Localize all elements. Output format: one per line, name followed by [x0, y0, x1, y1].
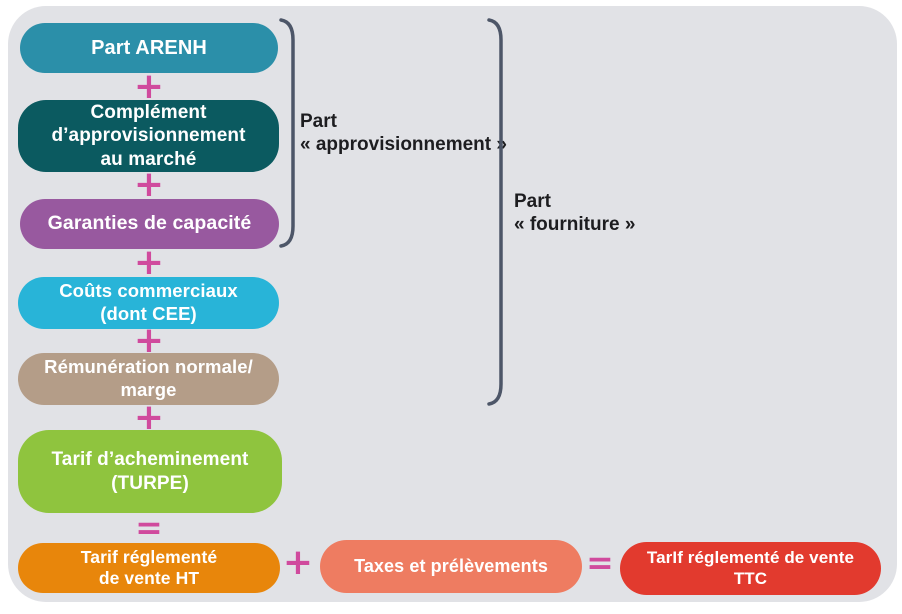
plus-operator: + — [133, 242, 165, 283]
box-label: Garanties de capacité — [47, 212, 252, 235]
box-label: Tarif réglementé — [80, 546, 218, 567]
box-label: Tarif d’acheminement — [51, 449, 249, 471]
box-label: TarIf réglementé de vente — [646, 547, 855, 567]
bracket-curve — [487, 18, 503, 406]
equals-operator: = — [586, 543, 614, 582]
box-tarif-acheminement: Tarif d’acheminement (TURPE) — [18, 430, 282, 513]
box-label: d’approvisionnement — [51, 125, 246, 147]
bracket-label-fourniture: Part « fourniture » — [514, 190, 635, 236]
box-label: Complément — [90, 102, 207, 124]
bracket-label-line: Part — [300, 111, 337, 132]
bracket-approvisionnement — [279, 18, 295, 248]
bracket-label-approvisionnement: Part « approvisionnement » — [300, 110, 507, 156]
box-label: (dont CEE) — [100, 303, 197, 324]
box-label: de vente HT — [98, 568, 200, 588]
bracket-fourniture — [487, 18, 503, 406]
box-tarif-reglemente-ttc: TarIf réglementé de vente TTC — [620, 542, 881, 595]
box-label: marge — [120, 379, 177, 400]
box-remuneration-marge: Rémunération normale/ marge — [18, 353, 279, 405]
bracket-label-line: « approvisionnement » — [300, 134, 507, 155]
box-label: au marché — [100, 148, 197, 170]
box-label: TTC — [733, 568, 768, 588]
box-taxes-prelevements: Taxes et prélèvements — [320, 540, 582, 593]
box-label: (TURPE) — [111, 472, 189, 494]
box-label: Part ARENH — [91, 36, 207, 59]
bracket-label-line: « fourniture » — [514, 214, 636, 235]
bracket-curve — [279, 18, 295, 248]
plus-operator: + — [282, 542, 314, 583]
box-tarif-reglemente-ht: Tarif réglementé de vente HT — [18, 543, 280, 593]
box-complement-approvisionnement: Complément d’approvisionnement au marché — [18, 100, 279, 172]
box-garanties-capacite: Garanties de capacité — [20, 199, 279, 249]
box-label: Coûts commerciaux — [59, 280, 238, 302]
box-part-arenh: Part ARENH — [20, 23, 278, 73]
box-label: Taxes et prélèvements — [354, 555, 548, 576]
box-label: Rémunération normale/ — [44, 356, 253, 378]
equals-operator: = — [135, 508, 163, 547]
plus-operator: + — [133, 164, 165, 205]
bracket-label-line: Part — [514, 191, 551, 212]
box-couts-commerciaux: Coûts commerciaux (dont CEE) — [18, 277, 279, 329]
